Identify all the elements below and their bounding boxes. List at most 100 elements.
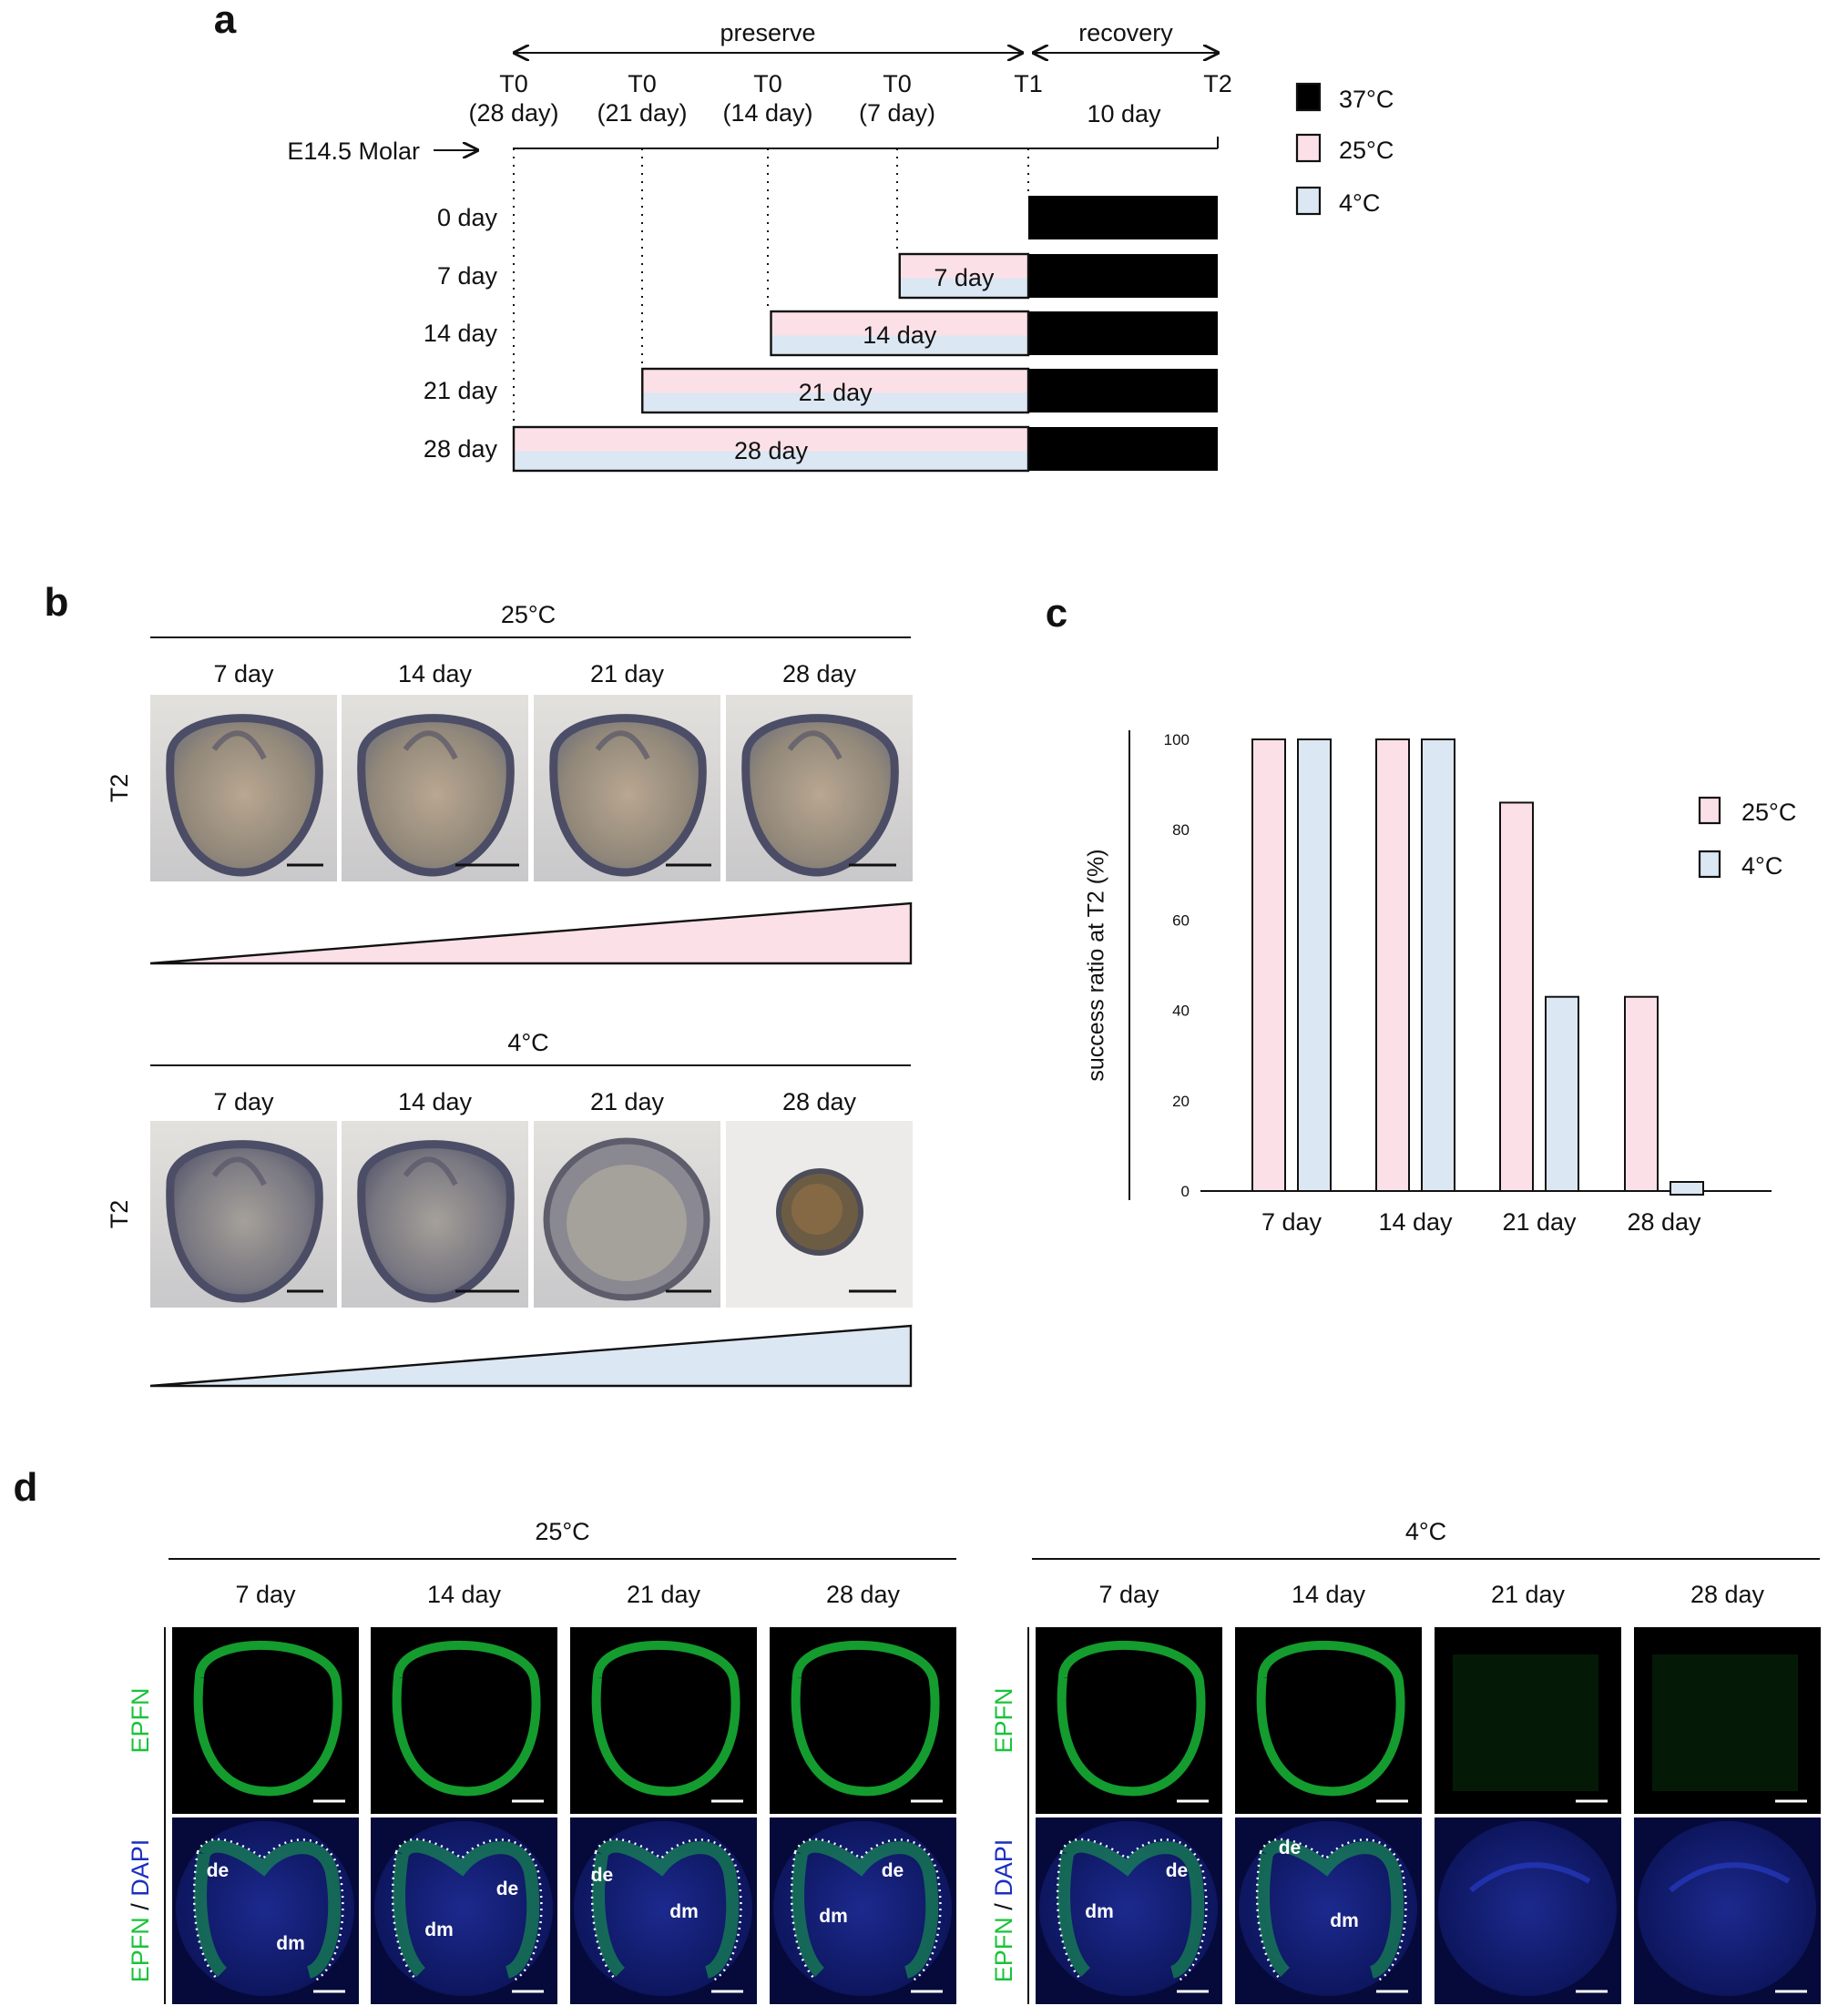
bar-series-25 [1499, 801, 1534, 1192]
annotation-de: de [591, 1865, 614, 1886]
temperature-header: 4°C [507, 1029, 548, 1056]
timepoint-sub-label: (28 day) [468, 99, 558, 127]
panel-label-c: c [1046, 591, 1067, 636]
y-tick-label: 60 [1172, 911, 1190, 929]
x-tick-label: 14 day [1378, 1208, 1453, 1236]
panel-label-d: d [14, 1465, 38, 1510]
panel-label-b: b [45, 580, 69, 625]
column-day-label: 14 day [1292, 1581, 1366, 1608]
fluorescence-image-epfn [1634, 1627, 1821, 1814]
duration-wedge [149, 901, 913, 965]
column-day-label: 28 day [1690, 1581, 1765, 1608]
preserve-bar [898, 252, 1030, 300]
row-label-epfn-dapi: EPFN / DAPI [127, 1839, 154, 1983]
legend-label: 25°C [1339, 137, 1394, 164]
phase-recovery-label: recovery [1078, 19, 1173, 46]
column-day-label: 28 day [782, 1088, 857, 1115]
column-day-label: 7 day [213, 660, 274, 687]
x-tick-label: 7 day [1261, 1208, 1322, 1236]
temperature-header: 4°C [1405, 1518, 1446, 1545]
column-day-label: 21 day [590, 660, 665, 687]
preserve-bar [512, 425, 1030, 473]
fluorescence-image-epfn-dapi: de dm [1036, 1817, 1222, 2004]
panel-label-a: a [214, 0, 237, 42]
bar-series-4 [1421, 738, 1455, 1192]
fluorescence-image-epfn [1435, 1627, 1621, 1814]
fluorescence-image-epfn [1036, 1627, 1222, 1814]
fluorescence-image-epfn-dapi [1634, 1817, 1821, 2004]
chart-legend-label: 25°C [1741, 799, 1796, 826]
bar-series-25 [1375, 738, 1410, 1192]
row-label-epfn: EPFN [127, 1687, 154, 1753]
timepoint-label: T0 [628, 70, 657, 97]
fluorescence-image-epfn [172, 1627, 359, 1814]
chart-legend-swatch [1698, 796, 1721, 825]
annotation-dm: dm [669, 1901, 699, 1922]
timepoint-label: T2 [1203, 70, 1232, 97]
start-label: E14.5 Molar [287, 137, 420, 165]
timepoint-label: T1 [1014, 70, 1043, 97]
micrograph [150, 695, 337, 881]
micrograph [726, 695, 913, 881]
bar-series-4 [1545, 995, 1579, 1192]
preserve-bar [641, 367, 1030, 414]
timepoint-label: T0 [883, 70, 912, 97]
micrograph [534, 1121, 720, 1308]
legend-label: 37°C [1339, 86, 1394, 113]
column-day-label: 14 day [427, 1581, 502, 1608]
y-tick-label: 20 [1172, 1093, 1190, 1110]
panel-c: c 0 20 40 60 80 100 success ratio at T2 (%) 7 da… [1046, 591, 1797, 1236]
recovery-duration-label: 10 day [1087, 100, 1161, 127]
y-tick-label: 80 [1172, 821, 1190, 839]
timepoint-sub-label: (21 day) [597, 99, 687, 127]
recovery-bar [1028, 369, 1218, 412]
timepoint-label: T0 [753, 70, 782, 97]
preserve-bar-label: 28 day [734, 437, 809, 464]
column-day-label: 7 day [1098, 1581, 1159, 1608]
fluorescence-image-epfn-dapi: de dm [371, 1817, 557, 2004]
timepoint-sub-label: (14 day) [722, 99, 812, 127]
micrograph [726, 1121, 913, 1308]
recovery-bar [1028, 427, 1218, 471]
duration-wedge [149, 1324, 913, 1388]
column-day-label: 28 day [782, 660, 857, 687]
y-axis-label: success ratio at T2 (%) [1084, 849, 1109, 1081]
annotation-dm: dm [424, 1919, 454, 1940]
row-label-epfn: EPFN [990, 1687, 1017, 1753]
temperature-header: 25°C [501, 601, 556, 628]
fluorescence-image-epfn-dapi [1435, 1817, 1621, 2004]
y-tick-label: 100 [1164, 731, 1190, 748]
annotation-dm: dm [276, 1933, 305, 1954]
phase-preserve-label: preserve [720, 19, 815, 46]
recovery-bar [1028, 311, 1218, 355]
preserve-row-label: 21 day [424, 377, 498, 404]
micrograph [150, 1121, 337, 1308]
annotation-dm: dm [1085, 1901, 1114, 1922]
fluorescence-image-epfn-dapi: de dm [172, 1817, 359, 2004]
annotation-de: de [207, 1860, 230, 1881]
legend-swatch [1295, 82, 1322, 112]
annotation-de: de [496, 1879, 519, 1899]
annotation-dm: dm [1330, 1910, 1359, 1931]
fluorescence-image-epfn [1235, 1627, 1422, 1814]
fluorescence-image-epfn-dapi: de dm [570, 1817, 757, 2004]
y-tick-label: 0 [1181, 1183, 1190, 1200]
x-tick-label: 21 day [1502, 1208, 1577, 1236]
column-day-label: 21 day [1491, 1581, 1566, 1608]
row-label-epfn-dapi: EPFN / DAPI [990, 1839, 1017, 1983]
preserve-bar-label: 21 day [799, 379, 873, 406]
bar-series-4 [1670, 1181, 1704, 1196]
chart-legend-swatch [1698, 850, 1721, 879]
column-day-label: 21 day [590, 1088, 665, 1115]
preserve-row-label: 28 day [424, 435, 498, 463]
column-day-label: 14 day [398, 1088, 473, 1115]
column-day-label: 21 day [627, 1581, 701, 1608]
timepoint-sub-label: (7 day) [859, 99, 935, 127]
legend-swatch [1295, 186, 1322, 216]
recovery-bar [1028, 254, 1218, 298]
annotation-de: de [1166, 1860, 1189, 1881]
row-label: T2 [106, 1200, 133, 1229]
annotation-de: de [1279, 1838, 1302, 1858]
